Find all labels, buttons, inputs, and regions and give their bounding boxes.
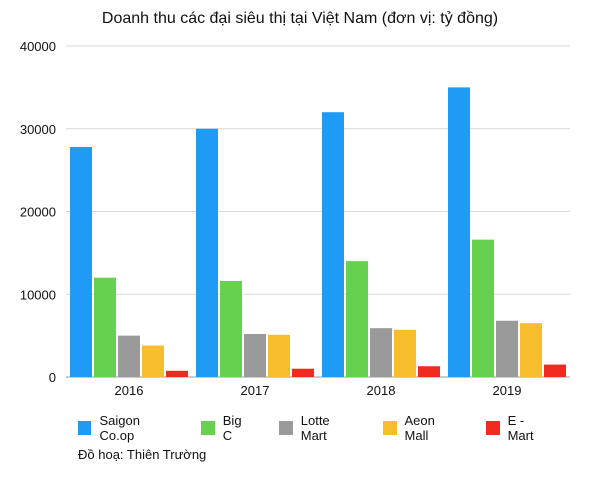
bar — [70, 146, 92, 377]
y-axis: 0 10000 20000 30000 40000 — [20, 39, 56, 385]
x-tick-label: 2018 — [367, 383, 396, 398]
y-tick-label: 10000 — [20, 287, 56, 302]
legend: Saigon Co.op Big C Lotte Mart Aeon Mall E - … — [78, 413, 578, 443]
legend-item: Lotte Mart — [279, 413, 357, 443]
legend-label: Saigon Co.op — [99, 413, 140, 443]
legend-label: E - Mart — [507, 413, 534, 443]
legend-label: Lotte Mart — [300, 413, 330, 443]
legend-item: Aeon Mall — [383, 413, 460, 443]
legend-item: E - Mart — [486, 413, 552, 443]
legend-swatch — [201, 421, 215, 435]
x-axis: 2016 2017 2018 2019 — [115, 383, 522, 398]
bar — [292, 368, 314, 377]
bar — [94, 277, 116, 377]
legend-swatch — [279, 421, 293, 435]
grid-lines — [66, 45, 570, 378]
bar — [244, 333, 266, 377]
bar — [322, 112, 344, 377]
bar — [196, 128, 218, 377]
bar — [496, 320, 518, 377]
bar — [346, 261, 368, 377]
bar — [448, 87, 470, 377]
y-tick-label: 20000 — [20, 205, 56, 220]
y-tick-label: 40000 — [20, 39, 56, 54]
legend-label: Aeon Mall — [404, 413, 435, 443]
bar — [220, 281, 242, 377]
bar-chart: 0 10000 20000 30000 40000 2016 2017 2018 2019 — [20, 39, 570, 398]
x-tick-label: 2017 — [241, 383, 270, 398]
bar — [142, 345, 164, 377]
bar — [520, 323, 542, 377]
y-tick-label: 30000 — [20, 122, 56, 137]
legend-swatch — [486, 421, 500, 435]
chart-title: Doanh thu các đại siêu thị tại Việt Nam … — [101, 10, 499, 27]
x-tick-label: 2019 — [493, 383, 522, 398]
bar — [166, 370, 188, 377]
legend-swatch — [78, 421, 92, 435]
bar — [370, 328, 392, 377]
legend-swatch — [383, 421, 397, 435]
y-tick-label: 0 — [49, 370, 56, 385]
legend-item: Big C — [201, 413, 253, 443]
credit-text: Đồ hoạ: Thiên Trường — [78, 447, 207, 462]
bar — [394, 329, 416, 377]
bar — [472, 239, 494, 377]
bar — [118, 335, 140, 377]
bar — [544, 364, 566, 377]
x-tick-label: 2016 — [115, 383, 144, 398]
bars — [70, 87, 566, 377]
legend-label: Big C — [222, 413, 242, 443]
legend-item: Saigon Co.op — [78, 413, 175, 443]
bar — [268, 334, 290, 377]
bar — [418, 366, 440, 377]
